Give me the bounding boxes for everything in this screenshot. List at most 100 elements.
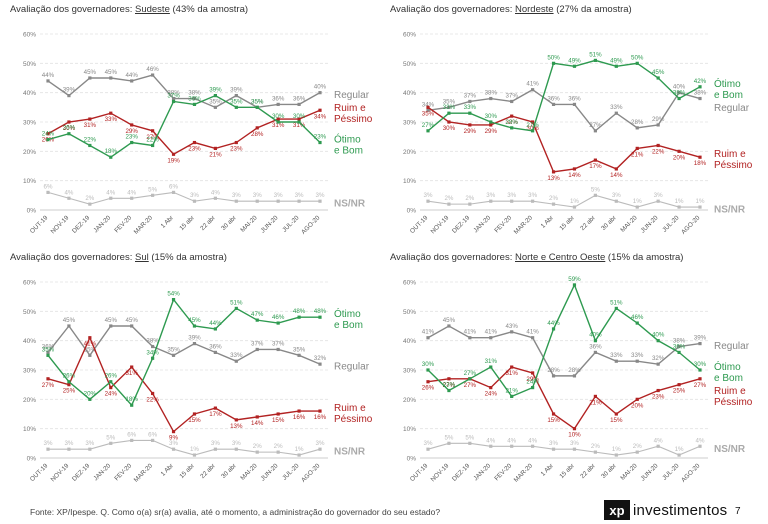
data-point-ruim bbox=[213, 406, 217, 410]
data-point-otimo bbox=[468, 111, 472, 115]
legend-label-ruim: Ruim e bbox=[334, 403, 366, 414]
data-point-ruim bbox=[593, 394, 597, 398]
data-point-ruim bbox=[677, 383, 681, 387]
legend-label-ruim: Ruim e bbox=[334, 103, 366, 114]
data-point-nsnr bbox=[447, 441, 451, 445]
data-point-regular bbox=[151, 344, 155, 349]
data-label-regular: 35% bbox=[84, 346, 97, 353]
data-point-nsnr bbox=[171, 190, 176, 194]
data-label-nsnr: 3% bbox=[295, 192, 304, 199]
chart-title: Avaliação dos governadores: Sudeste (43%… bbox=[10, 4, 249, 15]
data-point-otimo bbox=[572, 283, 577, 287]
y-tick-label: 10% bbox=[23, 178, 36, 185]
data-point-otimo bbox=[297, 315, 301, 319]
data-label-nsnr: 3% bbox=[211, 440, 220, 447]
data-point-nsnr bbox=[447, 202, 451, 206]
x-tick-label: OUT-19 bbox=[29, 462, 50, 483]
data-point-ruim bbox=[447, 377, 451, 381]
data-point-ruim bbox=[677, 149, 681, 153]
data-label-ruim: 15% bbox=[547, 417, 560, 424]
x-tick-label: NOV-19 bbox=[50, 214, 71, 235]
y-tick-label: 30% bbox=[23, 368, 36, 375]
x-tick-label: DEZ-19 bbox=[451, 214, 472, 235]
data-point-nsnr bbox=[468, 441, 472, 445]
data-point-ruim bbox=[551, 170, 556, 174]
data-point-ruim bbox=[213, 146, 217, 150]
data-label-regular: 33% bbox=[230, 352, 243, 359]
data-point-otimo bbox=[468, 377, 472, 381]
data-point-nsnr bbox=[46, 190, 50, 194]
data-point-nsnr bbox=[531, 444, 535, 448]
data-point-nsnr bbox=[318, 199, 322, 203]
x-tick-label: JUL-20 bbox=[661, 462, 681, 482]
data-label-otimo: 36% bbox=[188, 95, 201, 102]
data-label-otimo: 40% bbox=[652, 332, 665, 339]
x-tick-label: JUL-20 bbox=[281, 462, 301, 482]
data-point-ruim bbox=[234, 140, 238, 145]
data-label-otimo: 27% bbox=[464, 370, 477, 377]
x-tick-label: JUN-20 bbox=[260, 462, 280, 482]
data-label-ruim: 20% bbox=[631, 402, 644, 409]
y-tick-label: 20% bbox=[403, 149, 416, 156]
legend-label-nsnr: NS/NR bbox=[334, 447, 366, 458]
data-point-regular bbox=[677, 91, 681, 95]
data-point-regular bbox=[276, 102, 280, 106]
data-point-regular bbox=[88, 76, 92, 80]
data-label-ruim: 16% bbox=[314, 414, 327, 421]
data-point-otimo bbox=[677, 350, 681, 354]
x-tick-label: JUL-20 bbox=[661, 214, 681, 234]
data-point-ruim bbox=[698, 377, 702, 381]
data-label-otimo: 45% bbox=[188, 317, 201, 324]
data-point-ruim bbox=[614, 412, 618, 416]
data-label-ruim: 19% bbox=[167, 157, 180, 164]
y-tick-label: 60% bbox=[23, 32, 36, 39]
data-label-nsnr: 5% bbox=[148, 186, 157, 193]
data-point-nsnr bbox=[426, 199, 430, 203]
data-point-ruim bbox=[67, 383, 71, 387]
data-label-regular: 35% bbox=[209, 98, 222, 105]
data-label-otimo: 42% bbox=[694, 78, 707, 85]
data-label-ruim: 21% bbox=[589, 399, 602, 406]
data-point-regular bbox=[297, 353, 301, 357]
y-tick-label: 20% bbox=[403, 397, 416, 404]
data-point-nsnr bbox=[572, 447, 577, 451]
data-label-ruim: 14% bbox=[568, 172, 581, 179]
x-tick-label: OUT-19 bbox=[29, 214, 50, 235]
data-label-regular: 44% bbox=[125, 72, 138, 79]
data-label-ruim: 41% bbox=[84, 341, 97, 348]
data-label-nsnr: 4% bbox=[507, 437, 516, 444]
data-label-regular: 38% bbox=[146, 338, 159, 345]
data-label-otimo: 30% bbox=[694, 361, 707, 368]
data-label-ruim: 10% bbox=[568, 432, 581, 439]
data-point-ruim bbox=[572, 427, 577, 431]
data-label-nsnr: 3% bbox=[85, 440, 94, 447]
data-label-nsnr: 5% bbox=[444, 434, 453, 441]
data-label-regular: 37% bbox=[251, 340, 264, 347]
data-point-nsnr bbox=[109, 196, 113, 200]
data-label-nsnr: 3% bbox=[570, 440, 579, 447]
data-label-regular: 38% bbox=[485, 90, 498, 97]
series-line-nsnr bbox=[427, 442, 701, 456]
data-label-nsnr: 6% bbox=[169, 183, 178, 190]
y-tick-label: 60% bbox=[23, 280, 36, 287]
data-label-regular: 41% bbox=[464, 329, 477, 336]
data-point-nsnr bbox=[192, 199, 197, 203]
legend-label-nsnr: NS/NR bbox=[714, 205, 746, 216]
data-label-nsnr: 3% bbox=[612, 192, 621, 199]
x-tick-label: JAN-20 bbox=[472, 214, 492, 234]
data-point-otimo bbox=[46, 138, 50, 142]
data-label-otimo: 51% bbox=[589, 51, 602, 58]
legend-label-otimo: e Bom bbox=[714, 90, 743, 101]
data-label-nsnr: 2% bbox=[591, 443, 600, 450]
series-line-regular bbox=[427, 88, 701, 132]
data-label-regular: 45% bbox=[84, 69, 97, 76]
data-point-otimo bbox=[88, 143, 92, 148]
data-point-regular bbox=[510, 330, 514, 334]
data-label-ruim: 22% bbox=[146, 396, 159, 403]
data-label-otimo: 37% bbox=[167, 92, 180, 99]
data-point-ruim bbox=[192, 412, 197, 416]
x-tick-label: DEZ-19 bbox=[71, 214, 92, 235]
data-label-regular: 39% bbox=[230, 87, 243, 94]
data-point-ruim bbox=[297, 409, 301, 413]
data-point-ruim bbox=[109, 111, 113, 115]
